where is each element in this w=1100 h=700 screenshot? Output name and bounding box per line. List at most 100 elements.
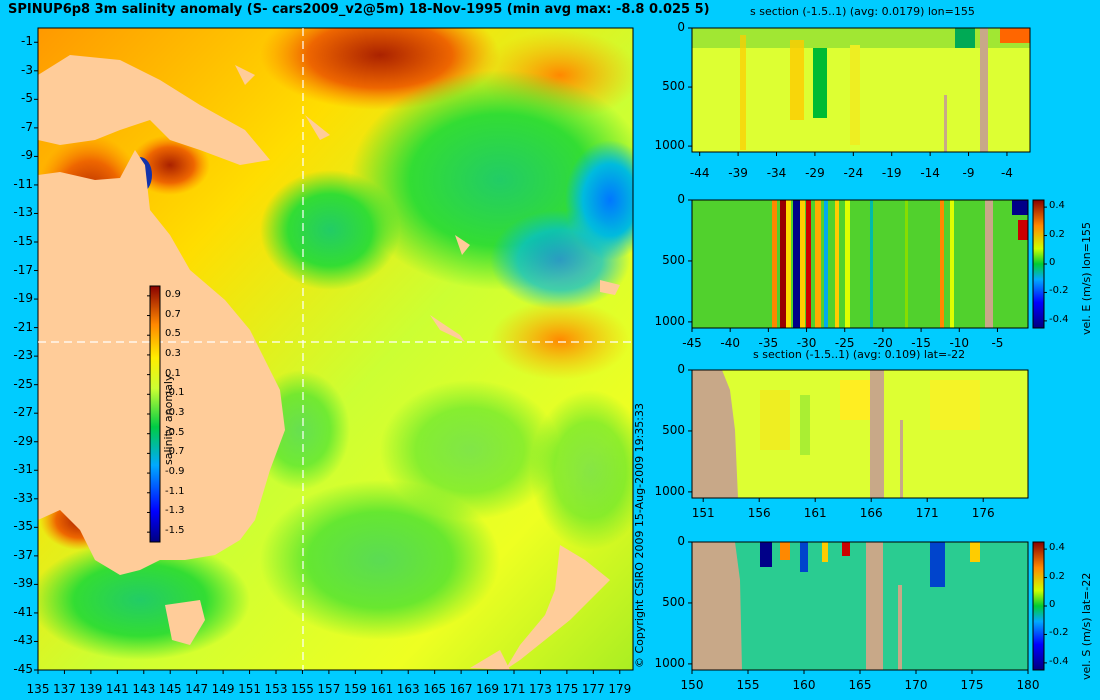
vel-s-section-lat-22-x-tick-label: 160 xyxy=(792,678,816,692)
vel-s-colorbar xyxy=(1032,541,1045,671)
map-y-tick-label: -41 xyxy=(13,604,33,619)
s-section-lat-22-x-tick-label: 156 xyxy=(747,506,771,520)
vel-e-colorbar xyxy=(1032,199,1045,329)
vel-s-section-lat-22-x-tick-label: 170 xyxy=(904,678,928,692)
map-y-tick-label: -3 xyxy=(21,62,33,77)
salinity-colorbar-tick-label: 0.1 xyxy=(165,367,181,379)
map-y-tick-label: -31 xyxy=(13,462,33,477)
s-section-lon155-x-tick-label: -44 xyxy=(689,166,710,180)
figure-title: SPINUP6p8 3m salinity anomaly (S- cars20… xyxy=(8,2,710,17)
vel-e-section-lon155-colorbar-tick-label: 0.4 xyxy=(1049,200,1065,212)
s-section-lon155-x-tick-label: -39 xyxy=(728,166,748,180)
vel-s-section-lat-22-y-tick-label: 500 xyxy=(662,594,685,609)
vel-e-section-lon155-x-tick-label: -40 xyxy=(720,336,740,350)
map-x-tick-label: 157 xyxy=(317,682,341,696)
map-x-tick-label: 139 xyxy=(79,682,103,696)
s-section-lon155-title: s section (-1.5..1) (avg: 0.0179) lon=15… xyxy=(750,5,975,18)
s-section-lon155-y-tick-label: 1000 xyxy=(654,138,685,153)
map-x-tick-label: 141 xyxy=(105,682,129,696)
s-section-lon155-x-tick-label: -19 xyxy=(881,166,902,180)
vel-s-section-lat-22-x-tick-label: 150 xyxy=(680,678,704,692)
salinity-colorbar xyxy=(149,285,161,543)
map-y-tick-label: -9 xyxy=(21,148,33,163)
map-y-tick-label: -19 xyxy=(13,291,33,306)
map-x-tick-label: 173 xyxy=(528,682,552,696)
vel-e-section-lon155-colorbar-tick-label: -0.4 xyxy=(1049,313,1069,325)
vel-e-section-lon155-colorbar-tick-label: -0.2 xyxy=(1049,285,1069,297)
salinity-colorbar-tick-label: -1.5 xyxy=(165,525,185,537)
vel-e-section-lon155-colorbar-tick-label: 0.2 xyxy=(1049,228,1065,240)
vel-s-section-lat-22-field xyxy=(692,542,1028,670)
salinity-colorbar-tick-label: -0.1 xyxy=(165,387,185,399)
map-y-tick-label: -15 xyxy=(13,234,33,248)
s-section-lon155-x-tick-label: -9 xyxy=(962,166,975,180)
salinity-colorbar-tick-label: -0.5 xyxy=(165,426,185,438)
map-y-tick-label: -29 xyxy=(13,433,33,448)
s-section-lon155-x-tick-label: -4 xyxy=(1000,166,1013,180)
vel-e-section-lon155-x-tick-label: -5 xyxy=(991,336,1004,350)
salinity-colorbar-tick-label: -1.3 xyxy=(165,505,185,517)
vel-e-section-lon155-field xyxy=(692,200,1028,328)
vel-s-colorbar-label: vel. S (m/s) lat=-22 xyxy=(1080,572,1093,680)
s-section-lat-22-x-tick-label: 166 xyxy=(859,506,883,520)
map-x-tick-label: 147 xyxy=(185,682,209,696)
vel-s-section-lat-22-y-tick-label: 1000 xyxy=(654,655,685,670)
map-y-tick-label: -35 xyxy=(13,519,33,534)
vel-s-section-lat-22-colorbar-tick-label: -0.4 xyxy=(1049,655,1069,667)
map-x-tick-label: 161 xyxy=(370,682,394,696)
map-x-tick-label: 163 xyxy=(396,682,420,696)
map-y-tick-label: -45 xyxy=(13,662,33,676)
map-x-tick-label: 137 xyxy=(52,682,76,696)
s-section-lat-22-x-tick-label: 176 xyxy=(971,506,995,520)
map-y-tick-label: -33 xyxy=(13,490,33,505)
vel-e-section-lon155-x-tick-label: -10 xyxy=(949,336,970,350)
s-section-lat-22-y-tick-label: 0 xyxy=(677,362,685,376)
map-x-tick-label: 169 xyxy=(476,682,499,696)
map-x-tick-label: 149 xyxy=(211,682,235,696)
map-y-tick-label: -23 xyxy=(13,348,33,363)
map-x-tick-label: 151 xyxy=(238,682,261,696)
map-x-tick-label: 145 xyxy=(158,682,182,696)
vel-s-section-lat-22-x-tick-label: 180 xyxy=(1016,678,1040,692)
vel-s-section-lat-22-colorbar-tick-label: 0.2 xyxy=(1049,570,1065,582)
s-section-lat-22-y-tick-label: 1000 xyxy=(654,483,685,498)
s-section-lat-22-x-tick-label: 161 xyxy=(803,506,827,520)
map-y-tick-label: -25 xyxy=(13,376,33,391)
s-section-lat-22-x-tick-label: 171 xyxy=(915,506,939,520)
salinity-colorbar-tick-label: -1.1 xyxy=(165,485,185,497)
s-section-lon155-x-tick-label: -29 xyxy=(805,166,825,180)
salinity-colorbar-tick-label: 0.9 xyxy=(165,288,181,300)
vel-s-section-lat-22-x-tick-label: 175 xyxy=(960,678,984,692)
vel-s-section-lat-22-colorbar-tick-label: -0.2 xyxy=(1049,627,1069,639)
salinity-colorbar-tick-label: -0.9 xyxy=(165,466,185,478)
map-y-tick-label: -17 xyxy=(13,262,33,277)
map-y-tick-label: -21 xyxy=(13,319,33,334)
salinity-map-field xyxy=(38,28,633,670)
s-section-lat-22-x-tick-label: 151 xyxy=(691,506,715,520)
map-y-tick-label: -7 xyxy=(21,119,33,134)
salinity-colorbar-tick-label: 0.3 xyxy=(165,347,181,359)
vel-e-section-lon155-x-tick-label: -45 xyxy=(682,336,702,350)
s-section-lon155-x-tick-label: -24 xyxy=(843,166,864,180)
vel-s-section-lat-22-x-tick-label: 165 xyxy=(848,678,872,692)
s-section-lon155-y-tick-label: 0 xyxy=(677,20,685,34)
map-x-tick-label: 155 xyxy=(290,682,314,696)
map-x-tick-label: 159 xyxy=(343,682,367,696)
salinity-colorbar-tick-label: -0.3 xyxy=(165,407,185,418)
vel-e-section-lon155-x-tick-label: -35 xyxy=(758,336,779,350)
map-y-tick-label: -5 xyxy=(21,91,33,106)
s-section-lat-22-field xyxy=(692,370,1028,498)
map-y-tick-label: -13 xyxy=(13,205,33,220)
vel-s-section-lat-22-y-tick-label: 0 xyxy=(677,534,685,548)
map-x-tick-label: 165 xyxy=(423,682,447,696)
salinity-colorbar-tick-label: -0.7 xyxy=(165,446,185,458)
vel-e-section-lon155-x-tick-label: -25 xyxy=(834,336,855,350)
s-section-lon155-x-tick-label: -34 xyxy=(766,166,787,180)
vel-e-section-lon155-y-tick-label: 500 xyxy=(662,252,685,267)
map-y-tick-label: -1 xyxy=(21,34,33,49)
copyright-note: © Copyright CSIRO 2009 15-Aug-2009 19:35… xyxy=(633,402,646,668)
map-x-tick-label: 167 xyxy=(449,682,473,696)
vel-e-section-lon155-y-tick-label: 0 xyxy=(677,192,685,206)
map-x-tick-label: 171 xyxy=(502,682,526,696)
